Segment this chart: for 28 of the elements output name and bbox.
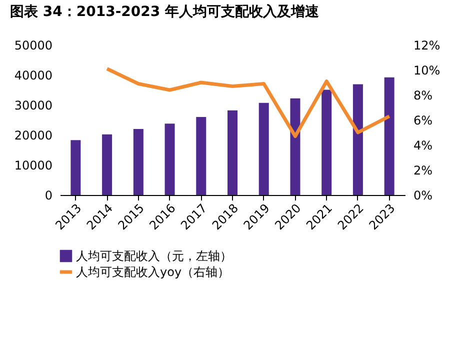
bar <box>102 134 112 195</box>
bar <box>164 124 175 195</box>
y-tick-label: 50000 <box>14 38 52 52</box>
y2-tick-label: 10% <box>414 64 440 78</box>
y2-tick-label: 8% <box>414 88 433 102</box>
bar <box>258 102 269 195</box>
bar <box>70 140 81 195</box>
y2-tick-label: 12% <box>414 38 440 52</box>
y2-tick-label: 2% <box>414 164 433 178</box>
line-series <box>105 67 392 138</box>
y-tick-label: 0 <box>44 188 52 202</box>
y-tick-label: 40000 <box>14 68 52 82</box>
y-tick-label: 10000 <box>14 158 52 172</box>
bar <box>133 129 144 195</box>
y2-tick-label: 4% <box>414 138 433 152</box>
bar <box>352 84 363 195</box>
legend-label: 人均可支配收入yoy（右轴） <box>76 265 230 279</box>
bar <box>196 117 206 195</box>
bar <box>290 98 300 195</box>
y2-tick-label: 0% <box>414 188 433 202</box>
y2-tick-label: 6% <box>414 114 433 128</box>
bar <box>384 77 394 195</box>
bar <box>322 90 332 195</box>
bar <box>228 110 238 195</box>
legend-label: 人均可支配收入（元，左轴） <box>76 249 232 263</box>
y-tick-label: 30000 <box>14 98 52 112</box>
y-tick-label: 20000 <box>14 128 52 142</box>
chart-title: 图表 34：2013-2023 年人均可支配收入及增速 <box>10 4 320 20</box>
